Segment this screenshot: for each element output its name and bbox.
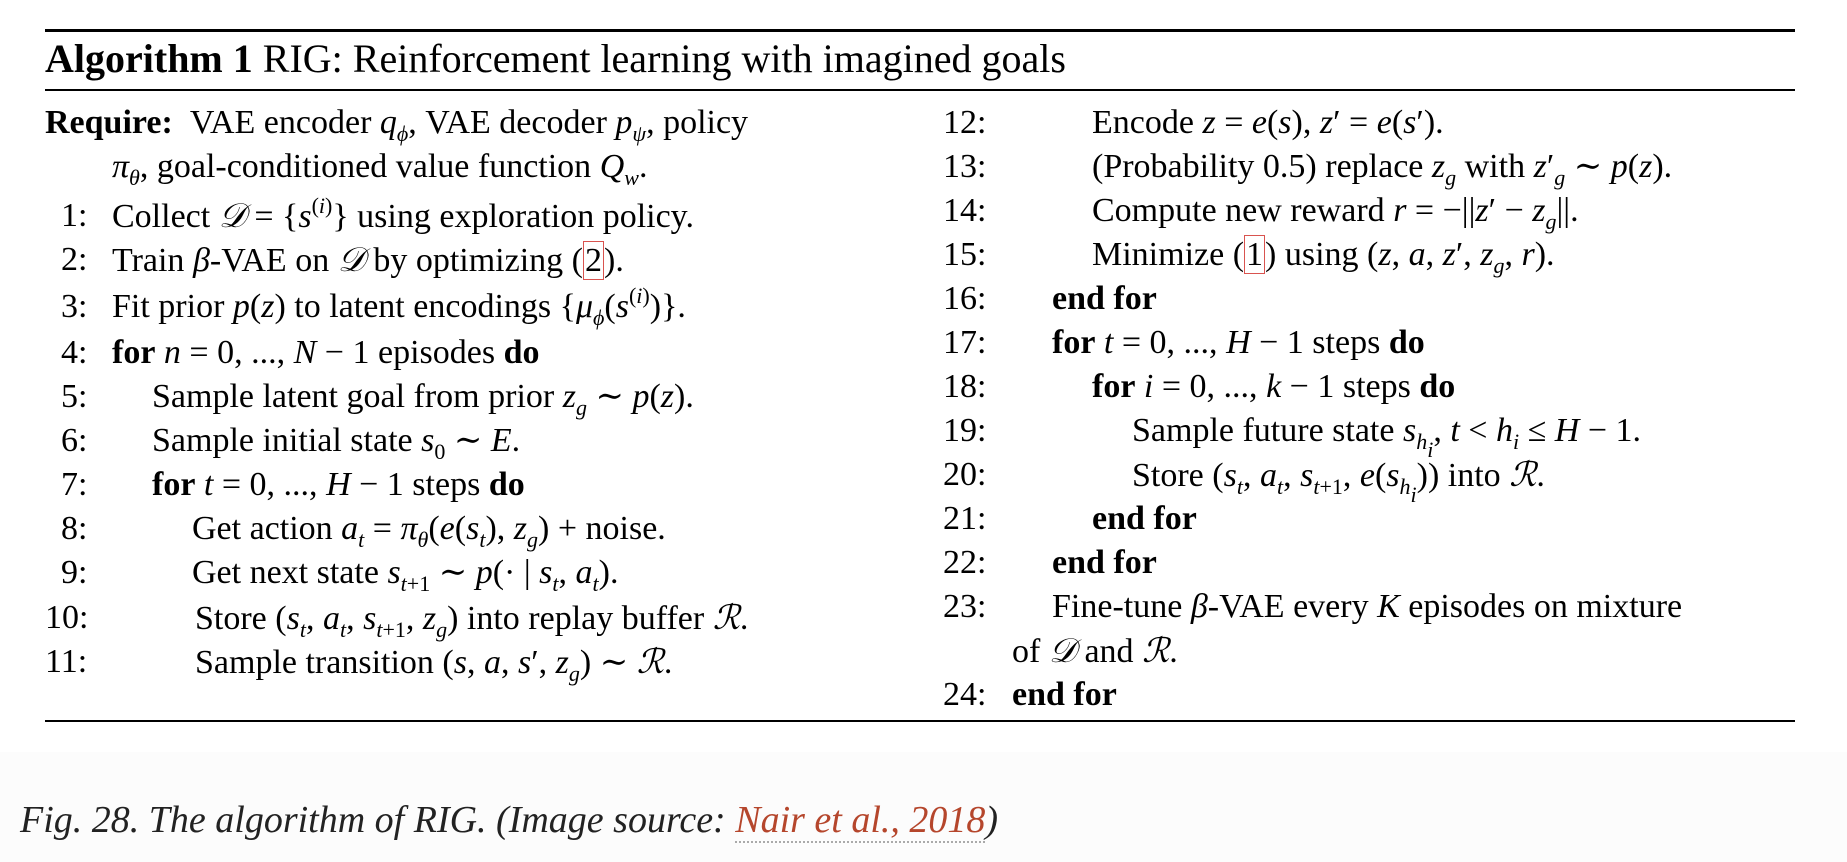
step-number: 5: bbox=[61, 378, 88, 415]
step-number: 9: bbox=[61, 554, 88, 591]
step-number: 1: bbox=[61, 197, 88, 234]
step-number: 17: bbox=[943, 324, 987, 361]
step-number: 7: bbox=[61, 466, 88, 503]
step-number: 20: bbox=[943, 456, 987, 493]
equation-ref[interactable]: 1 bbox=[1244, 235, 1266, 274]
step-number: 10: bbox=[45, 599, 89, 636]
step-number: 24: bbox=[943, 676, 987, 713]
algorithm-figure: Algorithm 1 RIG: Reinforcement learning … bbox=[45, 29, 1795, 722]
step-number: 22: bbox=[943, 544, 987, 581]
figure-caption: Fig. 28. The algorithm of RIG. (Image so… bbox=[20, 795, 998, 845]
step-number: 14: bbox=[943, 192, 987, 229]
caption-text: Fig. 28. The algorithm of RIG. (Image so… bbox=[20, 799, 736, 841]
equation-ref[interactable]: 2 bbox=[583, 241, 604, 280]
step-number: 12: bbox=[943, 104, 987, 141]
step-number: 23: bbox=[943, 588, 987, 625]
step-number: 13: bbox=[943, 148, 987, 185]
bottom-rule bbox=[45, 720, 1795, 722]
step-number: 2: bbox=[61, 241, 88, 278]
algorithm-label: Algorithm 1 bbox=[45, 36, 253, 81]
step-number: 16: bbox=[943, 280, 987, 317]
top-rule bbox=[45, 29, 1795, 32]
step-number: 6: bbox=[61, 422, 88, 459]
algorithm-title: Algorithm 1 RIG: Reinforcement learning … bbox=[45, 34, 1066, 84]
step-number: 19: bbox=[943, 412, 987, 449]
require-label: Require: bbox=[45, 104, 173, 141]
caption-suffix: ) bbox=[985, 799, 999, 841]
step-number: 8: bbox=[61, 510, 88, 547]
algorithm-name: RIG: Reinforcement learning with imagine… bbox=[262, 36, 1066, 81]
step-number: 21: bbox=[943, 500, 987, 537]
step-number: 3: bbox=[61, 288, 88, 325]
source-link[interactable]: Nair et al., 2018 bbox=[735, 799, 986, 843]
step-number: 11: bbox=[45, 643, 88, 680]
step-number: 4: bbox=[61, 334, 88, 371]
step-number: 18: bbox=[943, 368, 987, 405]
step-number: 15: bbox=[943, 236, 987, 273]
title-rule bbox=[45, 89, 1795, 91]
